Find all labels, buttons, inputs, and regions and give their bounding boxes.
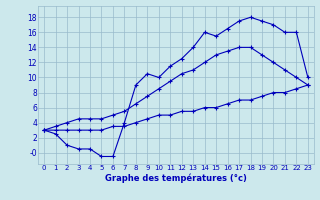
X-axis label: Graphe des températures (°c): Graphe des températures (°c) bbox=[105, 173, 247, 183]
